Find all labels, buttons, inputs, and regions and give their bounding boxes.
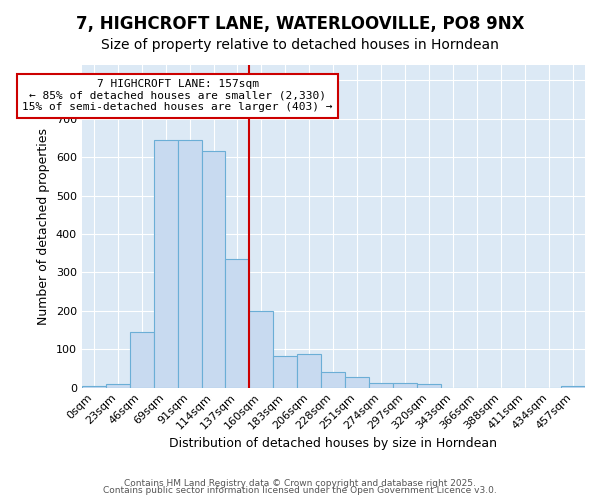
Text: 7, HIGHCROFT LANE, WATERLOOVILLE, PO8 9NX: 7, HIGHCROFT LANE, WATERLOOVILLE, PO8 9N… [76,15,524,33]
Bar [154,140,178,388]
Text: Contains HM Land Registry data © Crown copyright and database right 2025.: Contains HM Land Registry data © Crown c… [124,478,476,488]
X-axis label: Distribution of detached houses by size in Horndean: Distribution of detached houses by size … [169,437,497,450]
Bar [130,332,154,388]
Text: Contains public sector information licensed under the Open Government Licence v3: Contains public sector information licen… [103,486,497,495]
Bar [274,356,298,388]
Bar [298,354,322,388]
Bar [369,383,393,388]
Text: 7 HIGHCROFT LANE: 157sqm
← 85% of detached houses are smaller (2,330)
15% of sem: 7 HIGHCROFT LANE: 157sqm ← 85% of detach… [22,79,333,112]
Bar [561,386,585,388]
Bar [250,311,274,388]
Bar [393,383,417,388]
Bar [226,259,250,388]
Bar [417,384,441,388]
Bar [202,152,226,388]
Bar [178,140,202,388]
Bar [346,377,369,388]
Y-axis label: Number of detached properties: Number of detached properties [37,128,50,325]
Bar [322,372,346,388]
Bar [106,384,130,388]
Text: Size of property relative to detached houses in Horndean: Size of property relative to detached ho… [101,38,499,52]
Bar [82,386,106,388]
